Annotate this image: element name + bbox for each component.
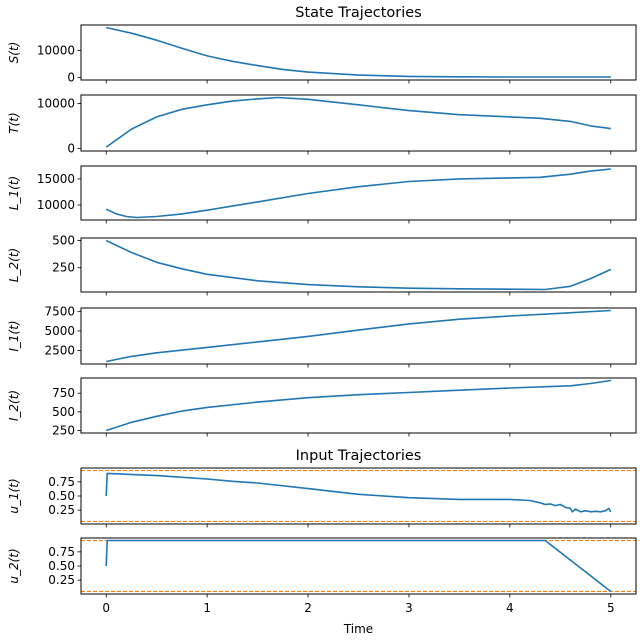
subplot-3: 10000 15000 L_1(t) bbox=[7, 165, 637, 224]
axes-frame bbox=[80, 24, 637, 81]
x-axis-label: Time bbox=[343, 622, 373, 636]
y-tick-label: 0 bbox=[67, 141, 75, 155]
y-axis-label: u_1(t) bbox=[7, 478, 21, 513]
y-tick-label: 2500 bbox=[44, 343, 75, 357]
series-line bbox=[106, 309, 611, 363]
y-tick-label: 250 bbox=[52, 423, 75, 437]
series-line bbox=[105, 472, 612, 513]
y-axis-label: L_2(t) bbox=[7, 248, 21, 282]
y-tick-label: 10000 bbox=[37, 198, 75, 212]
y-tick-label: 0 bbox=[67, 71, 75, 85]
y-axis-label: L_1(t) bbox=[7, 176, 21, 210]
y-axis-label: T(t) bbox=[7, 112, 21, 133]
y-tick-label: 15000 bbox=[37, 172, 75, 186]
x-tick-label: 4 bbox=[506, 601, 514, 615]
series-line bbox=[105, 539, 612, 593]
y-tick-label: 500 bbox=[52, 233, 75, 247]
subplot-2: 0 10000 T(t) bbox=[7, 94, 637, 155]
subplot-1: 0 10000 State Trajectories S(t) bbox=[7, 5, 637, 85]
series-line bbox=[105, 96, 611, 148]
x-tick-label: 3 bbox=[405, 601, 413, 615]
subplot-7: 0.250.500.75 Input Trajectories u_1(t) bbox=[7, 448, 637, 528]
subplot-6: 250 500 750 I_2(t) bbox=[7, 377, 637, 437]
y-axis-label: S(t) bbox=[7, 42, 21, 64]
y-tick-label: 7500 bbox=[44, 304, 75, 318]
y-axis-label: u_2(t) bbox=[7, 548, 21, 583]
y-tick-label: 10000 bbox=[37, 96, 75, 110]
x-tick-label: 0 bbox=[102, 601, 110, 615]
axes-frame bbox=[80, 377, 637, 434]
y-tick-label: 0.50 bbox=[48, 559, 75, 573]
y-tick-label: 10000 bbox=[37, 43, 75, 57]
series-line bbox=[105, 168, 611, 219]
y-axis-label: I_2(t) bbox=[7, 390, 21, 421]
axes-frame bbox=[80, 237, 637, 293]
y-tick-label: 0.75 bbox=[48, 475, 75, 489]
x-tick-label: 5 bbox=[607, 601, 615, 615]
series-line bbox=[106, 26, 611, 78]
subplot-title: Input Trajectories bbox=[296, 448, 422, 464]
y-tick-label: 0.25 bbox=[48, 573, 75, 587]
series-line bbox=[105, 379, 611, 432]
y-tick-label: 5000 bbox=[44, 324, 75, 338]
y-tick-label: 0.75 bbox=[48, 545, 75, 559]
y-tick-label: 0.25 bbox=[48, 503, 75, 517]
x-tick-label: 2 bbox=[304, 601, 312, 615]
subplot-4: 250 500 L_2(t) bbox=[7, 233, 637, 296]
axes-frame bbox=[80, 307, 637, 365]
axes-frame bbox=[80, 165, 637, 221]
series-line bbox=[105, 239, 612, 291]
subplot-5: 2500 5000 7500 I_1(t) bbox=[7, 304, 637, 368]
x-tick-label: 1 bbox=[203, 601, 211, 615]
axes-frame bbox=[80, 94, 637, 152]
y-tick-label: 250 bbox=[52, 261, 75, 275]
y-tick-label: 750 bbox=[52, 386, 75, 400]
subplot-8: 0.250.500.75 0 1 2 3 4 5 Time u_2(t) bbox=[7, 537, 637, 636]
y-tick-label: 0.50 bbox=[48, 489, 75, 503]
y-tick-label: 500 bbox=[52, 405, 75, 419]
subplot-title: State Trajectories bbox=[295, 5, 422, 21]
y-axis-label: I_1(t) bbox=[7, 320, 21, 351]
